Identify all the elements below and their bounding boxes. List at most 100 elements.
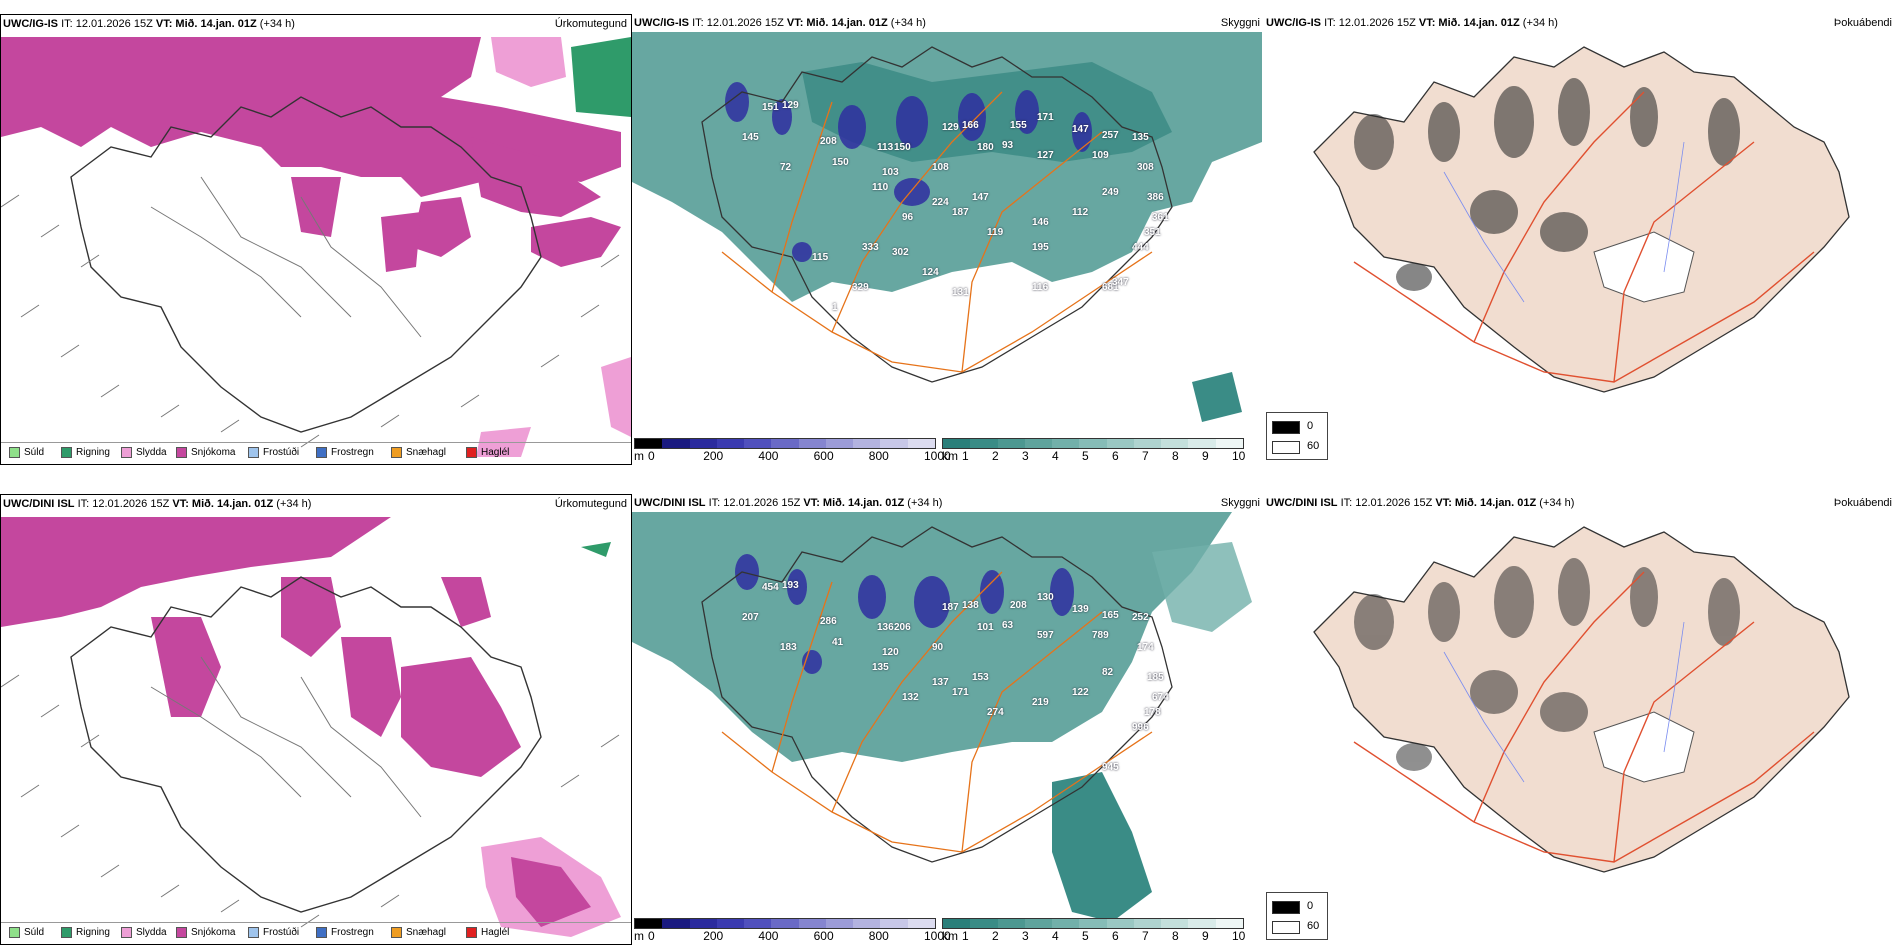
colorbar-cell [825, 919, 854, 928]
legend-label: Rigning [76, 447, 110, 458]
legend-item-frostregn: Frostregn [316, 447, 374, 458]
colorbar-tick: 800 [868, 929, 889, 943]
legend-label: Snjókoma [191, 927, 236, 938]
cloud-height-label: 361 [1152, 212, 1169, 223]
legend-swatch [176, 927, 187, 938]
legend-item-rigning: Rigning [61, 447, 110, 458]
cloud-height-label: 444 [1132, 242, 1149, 253]
visibility-colorbar: km 1 2 3 4 5 6 7 8 9 10 [942, 436, 1252, 465]
cloud-height-label: 996 [1132, 722, 1149, 733]
cloud-height-label: 147 [972, 192, 989, 203]
cloud-height-label: 129 [942, 122, 959, 133]
colorbar-tick: 1 [962, 929, 969, 943]
legend-swatch [391, 447, 402, 458]
legend-item-súld: Súld [9, 927, 44, 938]
panel-header: UWC/IG-IS IT: 12.01.2026 15Z VT: Mið. 14… [3, 18, 295, 30]
cloud-height-label: 103 [882, 167, 899, 178]
panel-header: UWC/IG-IS IT: 12.01.2026 15Z VT: Mið. 14… [1266, 17, 1558, 29]
fog-legend: 0 60 [1266, 412, 1328, 460]
cloud-height-label: 185 [1147, 672, 1164, 683]
colorbar-unit: m [634, 449, 644, 463]
precip-legend: Súld Rigning Slydda Snjókoma Frostúði Frostre… [1, 442, 631, 460]
cloud-height-label: 119 [987, 227, 1004, 238]
colorbar-cell [907, 439, 935, 448]
cloud-height-label: 72 [780, 162, 792, 173]
cloud-height-label: 174 [1137, 642, 1154, 653]
cloud-height-label: 183 [780, 642, 797, 653]
legend-label: Frostregn [331, 447, 374, 458]
colorbar-cell [1079, 439, 1107, 448]
cloud-height-label: 82 [1102, 667, 1114, 678]
colorbar-cell [771, 439, 799, 448]
legend-swatch [391, 927, 402, 938]
legend-label: Haglél [481, 447, 510, 458]
precip-legend: Súld Rigning Slydda Snjókoma Frostúði Frostre… [1, 922, 631, 940]
colorbar-tick: 5 [1082, 449, 1089, 463]
legend-swatch [176, 447, 187, 458]
colorbar-cells [942, 918, 1244, 929]
legend-label: Rigning [76, 927, 110, 938]
colorbar-tick: 10 [1232, 929, 1246, 943]
colorbar-cell [689, 439, 717, 448]
legend-label: Frostúði [263, 447, 300, 458]
colorbar-cell [635, 919, 663, 928]
colorbar-cell [907, 919, 935, 928]
legend-swatch [61, 447, 72, 458]
legend-item-snjókoma: Snjókoma [176, 927, 235, 938]
cloud-height-label: 193 [782, 580, 799, 591]
fog-panel-row2: UWC/DINI ISL IT: 12.01.2026 15Z VT: Mið.… [1264, 494, 1900, 945]
fog-legend-key-60 [1272, 921, 1300, 934]
colorbar-tick: 6 [1112, 929, 1119, 943]
legend-swatch [248, 927, 259, 938]
fog-map [1313, 526, 1850, 873]
colorbar-tick: 1000 [924, 929, 951, 943]
colorbar-cell [853, 439, 881, 448]
panel-header: UWC/IG-IS IT: 12.01.2026 15Z VT: Mið. 14… [634, 17, 926, 29]
cloud-height-label: 147 [1072, 124, 1089, 135]
cloud-height-label: 454 [762, 582, 779, 593]
colorbar-cell [1052, 439, 1080, 448]
legend-label: Slydda [136, 447, 167, 458]
cloud-height-colorbar: m 0 200 400 600 800 1000 [634, 436, 951, 465]
colorbar-tick: 9 [1202, 449, 1209, 463]
colorbar-tick: 3 [1022, 929, 1029, 943]
cloud-height-label: 145 [742, 132, 759, 143]
colorbar-cell [943, 919, 971, 928]
cloud-height-label: 945 [1102, 762, 1119, 773]
cloud-height-label: 150 [832, 157, 849, 168]
colorbar-tick: 4 [1052, 929, 1059, 943]
cloud-height-label: 109 [1092, 150, 1109, 161]
colorbar-cell [853, 919, 881, 928]
cloud-height-label: 195 [1032, 242, 1049, 253]
colorbar-tick: 0 [648, 449, 655, 463]
iceland-outline [701, 526, 1173, 863]
cloud-height-label: 208 [820, 136, 837, 147]
colorbar-tick: 4 [1052, 449, 1059, 463]
colorbar-cell [635, 439, 663, 448]
cloud-panel-row2: UWC/DINI ISL IT: 12.01.2026 15Z VT: Mið.… [632, 494, 1264, 945]
colorbar-tick: 2 [992, 929, 999, 943]
cloud-height-label: 351 [1144, 227, 1161, 238]
cloud-height-label: 165 [1102, 610, 1119, 621]
cloud-height-label: 115 [812, 252, 829, 263]
legend-item-snæhagl: Snæhagl [391, 927, 446, 938]
colorbar-cell [744, 439, 772, 448]
colorbar-cell [1215, 439, 1243, 448]
legend-item-snjókoma: Snjókoma [176, 447, 235, 458]
colorbar-tick: 400 [758, 929, 779, 943]
cloud-height-label: 171 [952, 687, 969, 698]
cloud-height-label: 63 [1002, 620, 1014, 631]
colorbar-cell [997, 439, 1025, 448]
colorbar-cell [1024, 919, 1053, 928]
colorbar-tick: 600 [813, 449, 834, 463]
cloud-height-label: 130 [1037, 592, 1054, 603]
panel-type-label: Úrkomutegund [554, 498, 627, 510]
colorbar-cell [1188, 919, 1216, 928]
legend-label: Súld [24, 447, 45, 458]
legend-item-frostúði: Frostúði [248, 447, 299, 458]
cloud-height-label: 96 [902, 212, 914, 223]
visibility-colorbar: km 1 2 3 4 5 6 7 8 9 10 [942, 916, 1252, 945]
legend-swatch [248, 447, 259, 458]
legend-label: Snjókoma [191, 447, 236, 458]
cloud-height-label: 789 [1092, 630, 1109, 641]
